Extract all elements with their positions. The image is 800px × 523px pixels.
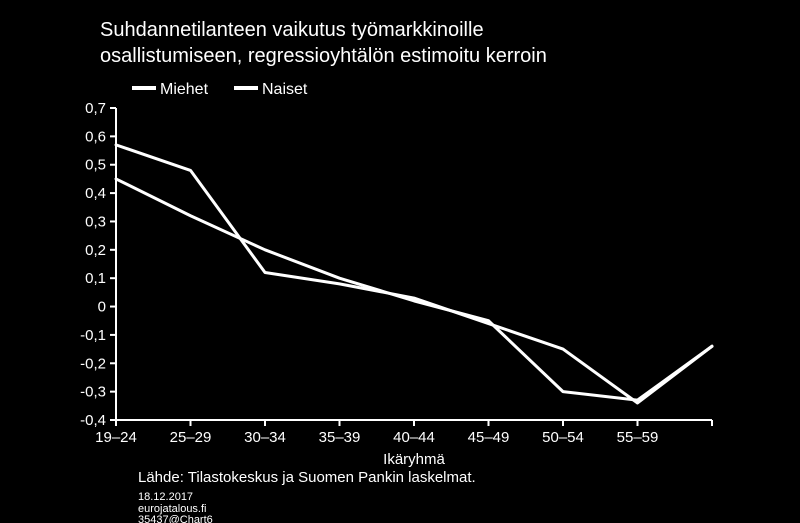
footnote-date: 18.12.2017: [138, 491, 193, 503]
y-tick-label: -0,4: [80, 412, 106, 429]
legend-label: Naiset: [262, 81, 308, 98]
x-tick-label: 19–24: [95, 429, 137, 446]
y-tick-label: 0,7: [85, 100, 106, 117]
y-tick-label: 0,5: [85, 157, 106, 174]
y-tick-label: 0: [98, 299, 106, 316]
x-tick-label: 50–54: [542, 429, 584, 446]
y-tick-label: 0,6: [85, 128, 106, 145]
y-tick-label: 0,4: [85, 185, 106, 202]
y-tick-label: -0,1: [80, 327, 106, 344]
x-tick-label: 35–39: [319, 429, 361, 446]
source-label: Lähde: Tilastokeskus ja Suomen Pankin la…: [138, 469, 476, 486]
x-tick-label: 55–59: [617, 429, 659, 446]
chart-title-line1: Suhdannetilanteen vaikutus työmarkkinoil…: [100, 19, 484, 41]
y-tick-label: -0,2: [80, 355, 106, 372]
x-tick-label: 25–29: [170, 429, 212, 446]
y-tick-label: 0,2: [85, 242, 106, 259]
line-chart: Suhdannetilanteen vaikutus työmarkkinoil…: [0, 0, 800, 523]
footnote-code: 35437@Chart6: [138, 514, 213, 523]
y-tick-label: -0,3: [80, 384, 106, 401]
y-tick-label: 0,1: [85, 270, 106, 287]
chart-title-line2: osallistumiseen, regressioyhtälön estimo…: [100, 45, 547, 67]
legend-label: Miehet: [160, 81, 209, 98]
x-tick-label: 40–44: [393, 429, 435, 446]
x-tick-label: 45–49: [468, 429, 510, 446]
y-tick-label: 0,3: [85, 213, 106, 230]
x-tick-label: 30–34: [244, 429, 286, 446]
x-axis-label: Ikäryhmä: [383, 451, 445, 468]
